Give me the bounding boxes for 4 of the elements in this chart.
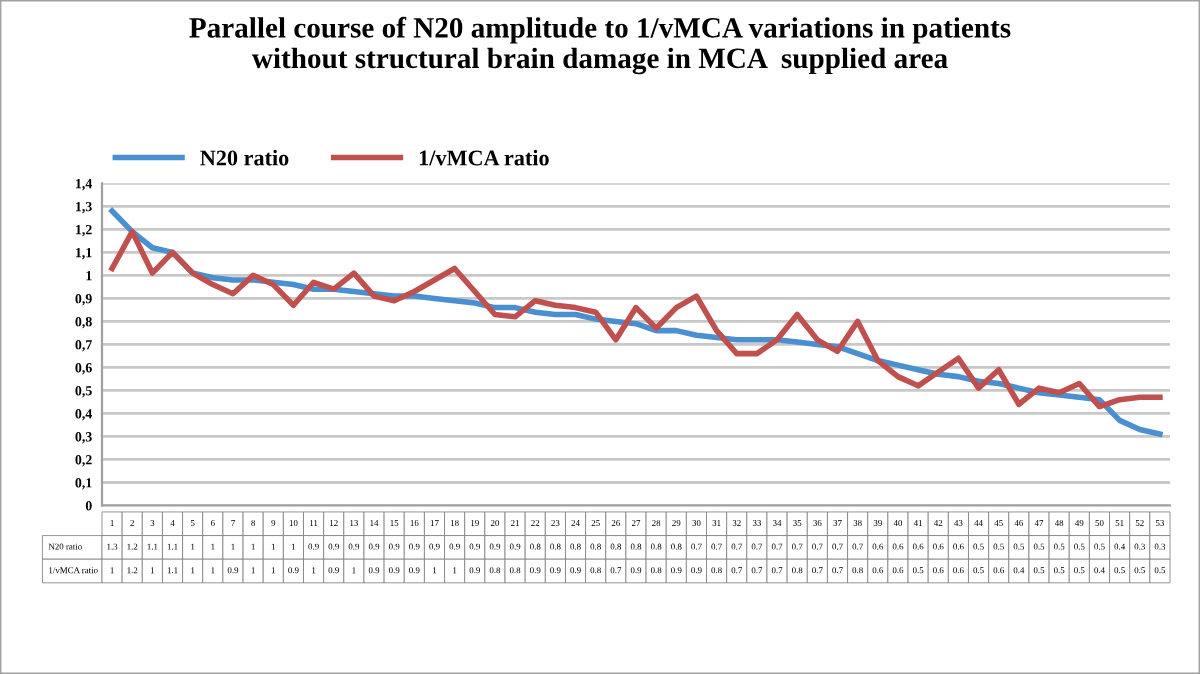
legend-label: 1/vMCA ratio — [419, 149, 549, 166]
chart-title: Parallel course of N20 amplitude to 1/vMCA variations in patients without structural brain damage in MCA supplied area — [189, 16, 1011, 75]
legend-label: N20 ratio — [200, 149, 289, 166]
line-series — [109, 228, 1163, 410]
